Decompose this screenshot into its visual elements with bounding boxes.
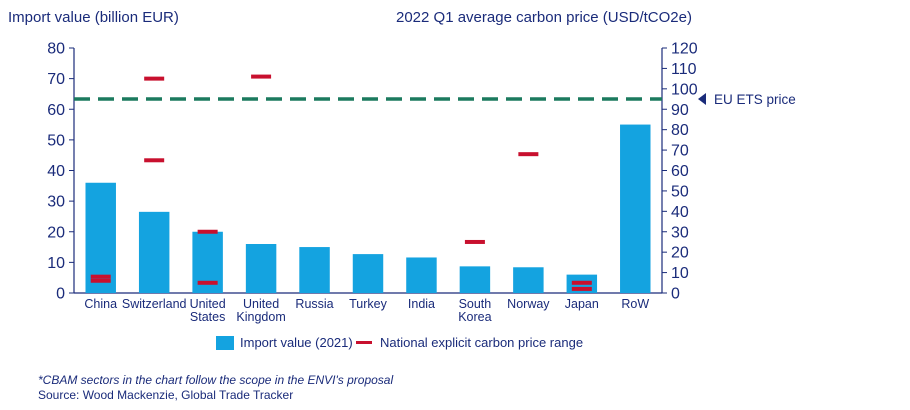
y-left-tick-label: 0 [56, 286, 65, 303]
ets-price-label: EU ETS price [714, 92, 796, 107]
legend-label-price: National explicit carbon price range [380, 335, 583, 350]
y-right-tick-label: 20 [671, 245, 689, 262]
note-scope: *CBAM sectors in the chart follow the sc… [38, 373, 393, 387]
y-left-tick-label: 10 [47, 255, 65, 272]
y-right-tick-label: 100 [671, 81, 698, 98]
y-right-tick-label: 80 [671, 122, 689, 139]
y-left-tick-label: 80 [47, 41, 65, 58]
price-mark [144, 158, 165, 163]
bar-russia [299, 247, 330, 293]
bars [85, 124, 651, 293]
legend-swatch-price [356, 341, 372, 344]
y-right-tick-label: 40 [671, 204, 689, 221]
bar-turkey [352, 254, 384, 293]
price-mark [144, 76, 165, 81]
category-label: Turkey [349, 297, 387, 311]
axes: 0 10 20 30 40 50 60 70 80 0 10 20 30 40 50 60 70 80 90 100 1… [47, 41, 698, 303]
bar-south-korea [459, 266, 491, 293]
category-label: Japan [565, 297, 599, 311]
y-left-tick-label: 50 [47, 132, 65, 149]
price-mark [518, 152, 539, 157]
legend-label-import: Import value (2021) [240, 335, 353, 350]
price-mark [197, 280, 218, 285]
right-axis-title: 2022 Q1 average carbon price (USD/tCO2e) [396, 9, 692, 26]
price-mark [571, 280, 592, 285]
bar-united-kingdom [245, 244, 277, 293]
y-left-tick-label: 70 [47, 71, 65, 88]
y-left-tick-label: 40 [47, 163, 65, 180]
y-right-tick-label: 110 [671, 61, 697, 78]
category-label: Russia [295, 297, 333, 311]
y-right-tick-label: 90 [671, 102, 689, 119]
y-right-tick-label: 120 [671, 41, 698, 58]
category-label: China [84, 297, 117, 311]
category-label: RoW [621, 297, 649, 311]
y-right-tick-label: 0 [671, 286, 680, 303]
bar-norway [513, 267, 544, 293]
category-label: South Korea [458, 297, 491, 324]
y-right-tick-label: 60 [671, 163, 689, 180]
category-label: India [408, 297, 435, 311]
price-mark [571, 286, 592, 291]
y-right-tick-label: 10 [671, 265, 689, 282]
legend: Import value (2021) National explicit ca… [216, 335, 583, 350]
y-left-tick-label: 20 [47, 224, 65, 241]
category-labels: China Switzerland United States United Kingdo… [84, 297, 649, 324]
category-label: United Kingdom [236, 297, 285, 324]
y-left-tick-label: 60 [47, 102, 65, 119]
bar-india [406, 257, 437, 293]
y-right-tick-label: 30 [671, 224, 689, 241]
price-marks [90, 74, 592, 291]
legend-swatch-import [216, 336, 234, 350]
bar-china [85, 182, 116, 293]
price-mark [251, 74, 272, 79]
y-left-tick-label: 30 [47, 194, 65, 211]
bar-row [620, 124, 651, 293]
category-label: United States [190, 297, 226, 324]
price-mark [464, 239, 485, 244]
note-source: Source: Wood Mackenzie, Global Trade Tra… [38, 388, 293, 402]
price-mark [197, 229, 218, 234]
y-right-tick-label: 70 [671, 143, 689, 160]
price-mark [90, 278, 111, 283]
ets-pointer-icon [698, 93, 706, 106]
ets-reference: EU ETS price [74, 92, 796, 107]
bar-switzerland [138, 211, 170, 293]
price-mark [90, 274, 111, 279]
left-axis-title: Import value (billion EUR) [8, 9, 179, 26]
category-label: Norway [507, 297, 550, 311]
y-right-tick-label: 50 [671, 183, 689, 200]
category-label: Switzerland [122, 297, 187, 311]
